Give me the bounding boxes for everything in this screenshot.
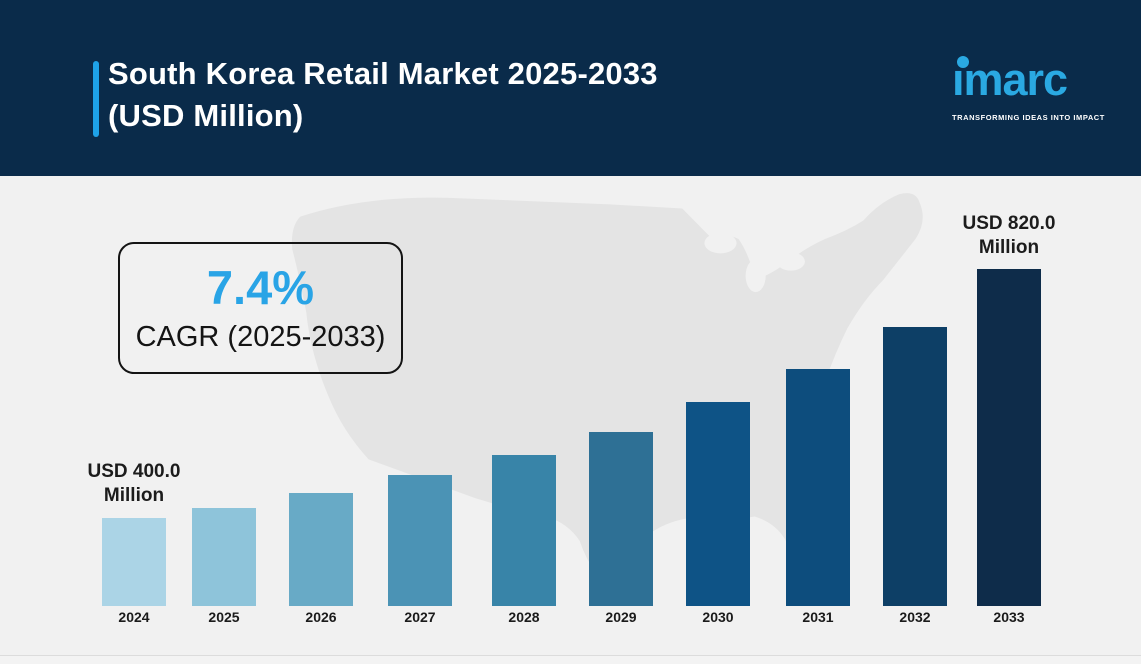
bar-2030 <box>686 402 750 606</box>
year-label-2031: 2031 <box>802 609 834 625</box>
value-label-2033: USD 820.0 Million <box>924 212 1094 260</box>
year-label-2032: 2032 <box>899 609 931 625</box>
value-label-2033-line2: Million <box>978 237 1040 258</box>
bar-2025 <box>192 508 256 606</box>
logo-wordmark: ımarc <box>952 54 1068 105</box>
page-title-line2: (USD Million) <box>108 98 304 133</box>
bottom-strip <box>0 656 1141 664</box>
value-label-2033-line1: USD 820.0 <box>962 213 1056 234</box>
page-title-line1: South Korea Retail Market 2025-2033 <box>108 56 658 91</box>
bar-2024 <box>102 518 166 606</box>
imarc-logo: ımarc TRANSFORMING IDEAS INTO IMPACT <box>950 48 1120 138</box>
chart-area: 7.4% CAGR (2025-2033) USD 400.0 Million … <box>0 176 1141 664</box>
year-label-2030: 2030 <box>702 609 734 625</box>
year-label-2025: 2025 <box>208 609 240 625</box>
bottom-divider <box>0 655 1141 656</box>
bar-2026 <box>289 493 353 606</box>
value-label-2024-line2: Million <box>103 485 165 506</box>
year-label-2026: 2026 <box>305 609 337 625</box>
page-title: South Korea Retail Market 2025-2033 (USD… <box>108 53 868 137</box>
bar-2033 <box>977 269 1041 606</box>
bar-2031 <box>786 369 850 606</box>
header: South Korea Retail Market 2025-2033 (USD… <box>0 0 1141 176</box>
year-label-2033: 2033 <box>993 609 1025 625</box>
bar-2028 <box>492 455 556 606</box>
logo-tagline: TRANSFORMING IDEAS INTO IMPACT <box>952 113 1105 122</box>
value-label-2024: USD 400.0 Million <box>49 460 219 508</box>
year-label-2024: 2024 <box>118 609 150 625</box>
cagr-value: 7.4% <box>206 261 315 314</box>
year-label-2028: 2028 <box>508 609 540 625</box>
logo-i-dot-icon <box>957 56 969 68</box>
cagr-box: 7.4% CAGR (2025-2033) <box>118 242 403 374</box>
bar-2027 <box>388 475 452 606</box>
bar-2029 <box>589 432 653 606</box>
cagr-period-label: CAGR (2025-2033) <box>135 321 386 353</box>
bar-2032 <box>883 327 947 606</box>
value-label-2024-line1: USD 400.0 <box>87 461 181 482</box>
title-accent-bar <box>93 61 99 137</box>
year-label-2029: 2029 <box>605 609 637 625</box>
year-label-2027: 2027 <box>404 609 436 625</box>
